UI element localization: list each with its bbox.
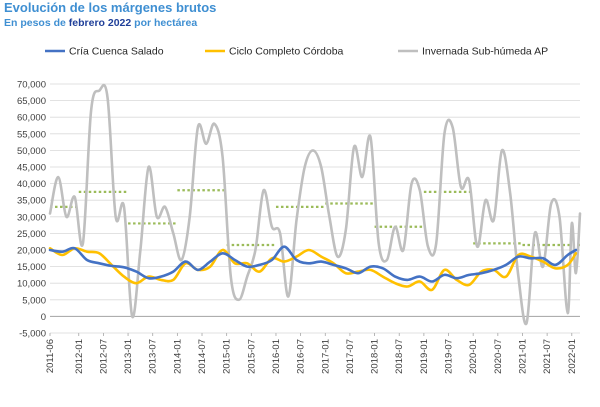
y-tick-label: 65,000 [17, 96, 46, 107]
subtitle-highlight: febrero 2022 [68, 17, 132, 29]
y-tick-label: -5,000 [19, 329, 46, 340]
series-line-cria [48, 245, 578, 283]
legend-item-ciclo-label: Ciclo Completo Córdoba [229, 46, 344, 58]
x-tick-label: 2014-07 [197, 339, 208, 374]
x-tick-label: 2014-01 [172, 339, 183, 374]
y-tick-label: 70,000 [17, 80, 46, 91]
x-tick-label: 2017-07 [345, 339, 356, 374]
x-tick-label: 2012-01 [74, 339, 85, 374]
x-tick-label: 2018-07 [394, 339, 405, 374]
y-tick-label: 0 [41, 312, 46, 323]
x-axis-tick-labels: 2011-06 2012-01 2012-07 2013-01 2013-07 2014-… [45, 333, 578, 374]
legend-item-invernada-label: Invernada Sub-húmeda AP [422, 46, 548, 58]
average-segments [50, 189, 580, 247]
x-tick-label: 2020-07 [493, 339, 504, 374]
x-tick-label: 2019-01 [419, 339, 430, 374]
x-tick-label: 2021-07 [542, 339, 553, 374]
y-tick-label: 55,000 [17, 129, 46, 140]
y-tick-label: 25,000 [17, 229, 46, 240]
legend-item-cria-label: Cría Cuenca Salado [69, 46, 164, 58]
y-tick-label: 45,000 [17, 163, 46, 174]
chart-subtitle: En pesos de febrero 2022 por hectárea [4, 17, 197, 29]
x-tick-label: 2011-06 [45, 339, 56, 373]
x-tick-label: 2012-07 [98, 339, 109, 374]
x-tick-label: 2013-01 [123, 339, 134, 374]
x-tick-label: 2018-01 [370, 339, 381, 374]
series-lines [48, 83, 582, 326]
x-tick-label: 2017-01 [320, 339, 331, 374]
chart-legend: Cría Cuenca Salado Ciclo Completo Córdoba… [45, 46, 548, 58]
series-line-invernada [48, 83, 582, 326]
x-tick-label: 2020-01 [468, 339, 479, 374]
chart-title: Evolución de los márgenes brutos [4, 0, 217, 15]
y-tick-label: 35,000 [17, 196, 46, 207]
y-tick-label: 10,000 [17, 279, 46, 290]
x-tick-label: 2013-07 [148, 339, 159, 374]
subtitle-suffix: por hectárea [131, 17, 198, 29]
chart-gridlines [50, 83, 580, 334]
y-tick-label: 60,000 [17, 113, 46, 124]
x-tick-label: 2016-01 [271, 339, 282, 374]
subtitle-prefix: En pesos de [4, 17, 69, 29]
y-axis-tick-labels: -5,000 0 5,000 10,000 15,000 20,000 25,000 30,0… [17, 80, 46, 340]
y-tick-label: 15,000 [17, 262, 46, 273]
x-tick-label: 2016-07 [296, 339, 307, 374]
y-tick-label: 5,000 [22, 295, 46, 306]
y-tick-label: 20,000 [17, 246, 46, 257]
x-tick-label: 2022-01 [567, 339, 578, 374]
y-tick-label: 30,000 [17, 212, 46, 223]
x-tick-label: 2019-07 [444, 339, 455, 374]
y-tick-label: 40,000 [17, 179, 46, 190]
x-tick-label: 2021-01 [517, 339, 528, 374]
x-tick-label: 2015-01 [222, 339, 233, 374]
x-tick-label: 2015-07 [246, 339, 257, 374]
y-tick-label: 50,000 [17, 146, 46, 157]
